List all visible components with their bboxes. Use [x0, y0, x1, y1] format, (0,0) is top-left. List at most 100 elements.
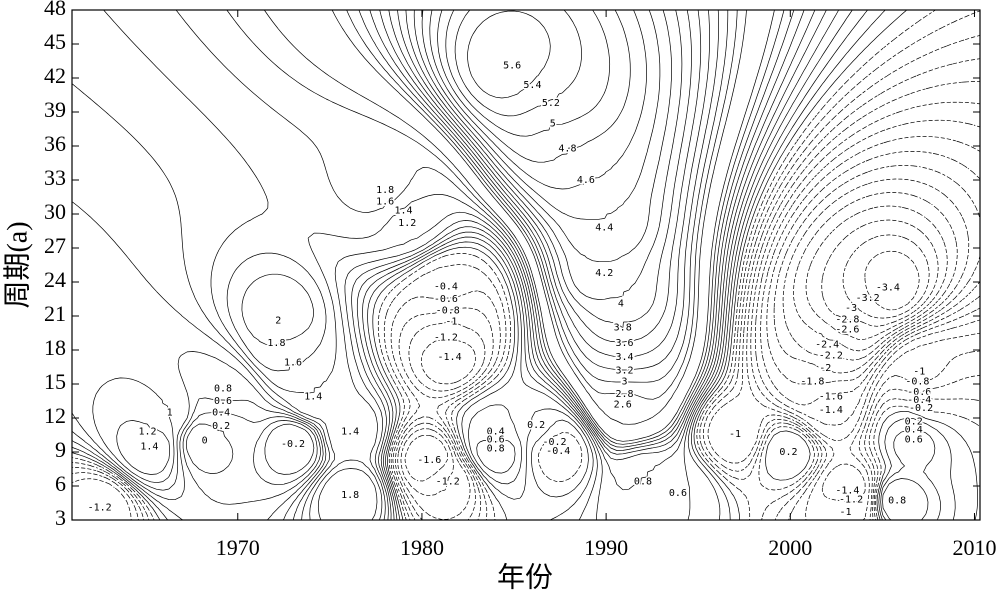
contour-line	[226, 10, 785, 445]
contour-label: 0.6	[487, 435, 505, 446]
contour-label: -1.2	[434, 333, 458, 344]
contour-label: -1.4	[835, 486, 859, 497]
contour-label: 1.6	[284, 357, 302, 368]
contour-label: 0.8	[487, 444, 505, 455]
contour-line	[103, 10, 805, 520]
y-tick-label: 6	[55, 471, 66, 496]
contour-label: -2.2	[819, 351, 843, 362]
contour-label: -2.4	[815, 339, 839, 350]
contour-label: -1.4	[438, 352, 462, 363]
contour-label: 1	[167, 407, 173, 418]
y-tick-label: 24	[44, 267, 66, 292]
contour-label: 0.2	[905, 416, 923, 427]
contour-line	[72, 35, 980, 520]
contour-line	[72, 10, 840, 520]
contour-line	[358, 10, 729, 383]
contour-label: -0.2	[543, 437, 567, 448]
contour-label: -0.8	[905, 377, 929, 388]
x-tick-label: 2010	[952, 535, 996, 560]
y-tick-label: 36	[44, 131, 66, 156]
contour-label: -1	[445, 317, 457, 328]
x-tick-label: 1970	[216, 535, 260, 560]
contour-line	[766, 150, 980, 385]
contour-label: -2	[819, 363, 831, 374]
contour-label: -1.6	[819, 391, 843, 402]
y-tick-label: 30	[44, 199, 66, 224]
y-tick-label: 45	[44, 29, 66, 54]
contour-line	[413, 10, 672, 263]
contour-label: 1.8	[376, 185, 394, 196]
contour-label: 1.4	[341, 427, 359, 438]
y-tick-label: 3	[55, 505, 66, 530]
contour-label: -1	[729, 429, 741, 440]
contour-label: -2.8	[835, 314, 859, 325]
contour-label: 1.4	[304, 391, 322, 402]
contour-label: 0.2	[527, 420, 545, 431]
contour-label: 5	[550, 118, 556, 129]
contour-label: 1.8	[267, 338, 285, 349]
contour-line	[72, 10, 941, 520]
contour-line	[793, 192, 958, 352]
contour-line	[72, 58, 980, 520]
contour-label: -0.2	[281, 439, 305, 450]
y-tick-label: 39	[44, 97, 66, 122]
contour-label: 1.2	[398, 218, 416, 229]
contour-line	[72, 10, 980, 520]
contour-line	[805, 205, 948, 341]
contour-label: 1.8	[341, 490, 359, 501]
contour-line	[864, 250, 920, 311]
contour-line	[405, 10, 683, 300]
contour-label: 0.8	[634, 476, 652, 487]
contour-line	[782, 178, 970, 361]
contour-label: 4.4	[595, 223, 613, 234]
contour-line	[842, 234, 930, 319]
contour-label: -0.6	[434, 294, 458, 305]
y-axis-label: 周期(a)	[2, 221, 33, 308]
contour-label: 4.8	[558, 143, 576, 154]
y-tick-label: 27	[44, 233, 66, 258]
contour-label: -0.6	[907, 387, 931, 398]
contour-label: -1	[913, 367, 925, 378]
y-tick-label: 21	[44, 301, 66, 326]
contour-label: 5.6	[503, 61, 521, 72]
x-tick-label: 1980	[400, 535, 444, 560]
x-tick-label: 2000	[768, 535, 812, 560]
contour-label: -1.8	[800, 377, 824, 388]
contour-label: -0.2	[909, 403, 933, 414]
contour-label: -1	[840, 507, 852, 518]
contour-label: -3.4	[876, 283, 900, 294]
contour-label: 0.4	[905, 424, 923, 435]
contour-label: -1.2	[436, 476, 460, 487]
contour-label: 3.2	[616, 365, 634, 376]
contour-label: 3.4	[616, 352, 634, 363]
contour-line	[400, 101, 980, 503]
contour-label: 4	[618, 299, 624, 310]
contour-label: 0.6	[905, 435, 923, 446]
contour-label: 2	[275, 316, 281, 327]
contour-label: -0.4	[907, 395, 931, 406]
contour-label: 0.8	[214, 384, 232, 395]
contour-line	[821, 219, 939, 327]
contour-label: 5.4	[523, 80, 541, 91]
contour-label: -1.2	[839, 495, 863, 506]
contour-label: 0.4	[212, 407, 230, 418]
contour-label: 0.8	[888, 496, 906, 507]
y-tick-label: 18	[44, 335, 66, 360]
contour-line	[72, 10, 929, 520]
contour-line	[445, 10, 611, 137]
contour-label: 2.8	[616, 389, 634, 400]
contour-line	[454, 10, 582, 117]
contour-label: 3.6	[616, 338, 634, 349]
contour-line	[346, 10, 738, 400]
contour-label: -3.2	[856, 293, 880, 304]
contour-line	[72, 10, 956, 520]
contour-label: 1.6	[376, 197, 394, 208]
contour-line	[404, 119, 980, 482]
contour-line	[264, 10, 775, 442]
contour-label: 0.2	[212, 421, 230, 432]
x-tick-label: 1990	[584, 535, 628, 560]
y-tick-label: 9	[55, 437, 66, 462]
contour-line	[379, 10, 710, 359]
y-tick-label: 12	[44, 403, 66, 428]
